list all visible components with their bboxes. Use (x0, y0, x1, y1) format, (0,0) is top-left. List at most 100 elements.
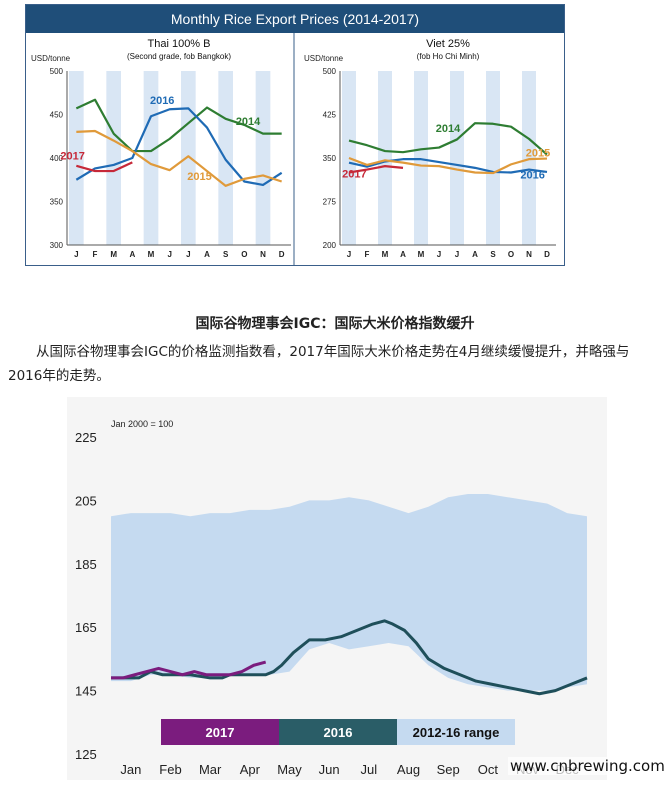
chart-title: Monthly Rice Export Prices (2014-2017) (26, 5, 564, 33)
y-tick-label: 125 (75, 747, 97, 762)
series-label-2017: 2017 (342, 169, 366, 181)
y-tick-label: 350 (50, 198, 64, 207)
y-tick-label: 425 (323, 111, 337, 120)
legend-label: 2012-16 range (413, 725, 500, 740)
article-heading: 国际谷物理事会IGC：国际大米价格指数缓升 (195, 316, 475, 332)
series-label-2014: 2014 (436, 123, 461, 135)
x-tick-label: N (526, 250, 532, 259)
index-base-note: Jan 2000 = 100 (111, 419, 173, 429)
series-2017-line (76, 161, 133, 173)
series-2017-line (111, 660, 267, 680)
y-tick-label: 300 (50, 241, 64, 250)
x-tick-label: M (382, 250, 389, 259)
x-tick-label: F (93, 250, 98, 259)
x-tick-label: M (110, 250, 117, 259)
legend-label: 2017 (206, 725, 235, 740)
x-tick-label: A (472, 250, 478, 259)
y-tick-label: 500 (50, 67, 64, 76)
series-label-2017: 2017 (60, 151, 84, 163)
legend-label: 2016 (324, 725, 353, 740)
x-tick-label: S (223, 250, 229, 259)
x-tick-label: J (74, 250, 78, 259)
export-prices-chart: Monthly Rice Export Prices (2014-2017) 3… (25, 4, 565, 266)
x-tick-label: Oct (478, 762, 499, 777)
x-tick-label: J (167, 250, 171, 259)
x-tick-label: Jun (319, 762, 340, 777)
x-tick-label: O (241, 250, 247, 259)
panel-title: Viet 25% (426, 38, 470, 50)
month-stripe (255, 71, 271, 245)
y-tick-label: 145 (75, 684, 97, 699)
article-paragraph: 从国际谷物理事会IGC的价格监测指数看，2017年国际大米价格走势在4月继续缓慢… (8, 340, 658, 388)
x-tick-label: J (437, 250, 441, 259)
y-axis-label: USD/tonne (304, 54, 344, 63)
month-stripe (450, 71, 464, 245)
series-2015-line (76, 129, 283, 187)
x-tick-label: D (279, 250, 285, 259)
series-label-2016: 2016 (150, 95, 174, 107)
article-paragraph-text: 从国际谷物理事会IGC的价格监测指数看，2017年国际大米价格走势在4月继续缓慢… (8, 344, 630, 384)
x-tick-label: O (508, 250, 514, 259)
series-2016-line (111, 619, 588, 696)
month-stripe (378, 71, 392, 245)
series-label-2014: 2014 (236, 116, 261, 128)
series-2015-line (348, 156, 548, 175)
x-tick-label: D (544, 250, 550, 259)
y-tick-label: 500 (323, 67, 337, 76)
y-tick-label: 165 (75, 620, 97, 635)
month-stripe (106, 71, 121, 245)
x-tick-label: May (277, 762, 302, 777)
x-tick-label: J (186, 250, 190, 259)
legend-swatch (161, 719, 279, 745)
x-tick-label: M (418, 250, 425, 259)
y-tick-label: 205 (75, 493, 97, 508)
x-tick-label: Feb (159, 762, 181, 777)
legend-swatch (397, 719, 515, 745)
month-stripe (522, 71, 536, 245)
panel-subtitle: (Second grade, fob Bangkok) (127, 52, 231, 61)
month-stripe (69, 71, 84, 245)
x-tick-label: J (347, 250, 351, 259)
igc-index-plot: 125 145 165 185 205 225 Jan Feb Mar Apr May Jun Jul A… (75, 419, 588, 777)
panel-title: Thai 100% B (148, 38, 211, 50)
series-2014-line (75, 98, 282, 153)
range-band-area (111, 494, 587, 691)
export-prices-plot: 300 350 400 450 500 J F M A M J J A S O N D USD/tonne Thai… (31, 33, 556, 265)
x-tick-label: S (490, 250, 496, 259)
y-tick-label: 275 (323, 198, 337, 207)
y-tick-label: 350 (323, 154, 337, 163)
legend-swatch (279, 719, 397, 745)
series-label-2015: 2015 (187, 171, 211, 183)
series-2017-line (348, 165, 404, 174)
x-tick-label: Jul (361, 762, 378, 777)
y-tick-label: 450 (50, 111, 64, 120)
igc-rice-index-chart: 125 145 165 185 205 225 Jan Feb Mar Apr May Jun Jul A… (67, 397, 607, 780)
series-label-2015: 2015 (526, 147, 550, 159)
series-2016-line (75, 107, 283, 187)
x-tick-label: Apr (240, 762, 261, 777)
x-tick-label: N (260, 250, 266, 259)
x-tick-label: J (455, 250, 459, 259)
watermark: www.cnbrewing.com (508, 757, 667, 775)
x-tick-label: A (204, 250, 210, 259)
series-2016-line (348, 158, 548, 174)
month-stripe (414, 71, 428, 245)
x-tick-label: Aug (397, 762, 420, 777)
x-tick-label: M (148, 250, 155, 259)
y-tick-label: 400 (50, 154, 64, 163)
panel-subtitle: (fob Ho Chi Minh) (417, 52, 480, 61)
x-tick-label: A (400, 250, 406, 259)
series-2014-line (348, 122, 548, 156)
y-tick-label: 185 (75, 557, 97, 572)
series-label-2016: 2016 (520, 169, 544, 181)
x-tick-label: A (129, 250, 135, 259)
y-tick-label: 200 (323, 241, 337, 250)
y-axis-label: USD/tonne (31, 54, 71, 63)
month-stripe (181, 71, 196, 245)
month-stripe (486, 71, 500, 245)
x-tick-label: Mar (199, 762, 222, 777)
x-tick-label: Sep (437, 762, 460, 777)
x-tick-label: F (365, 250, 370, 259)
y-tick-label: 225 (75, 430, 97, 445)
x-tick-label: Jan (120, 762, 141, 777)
